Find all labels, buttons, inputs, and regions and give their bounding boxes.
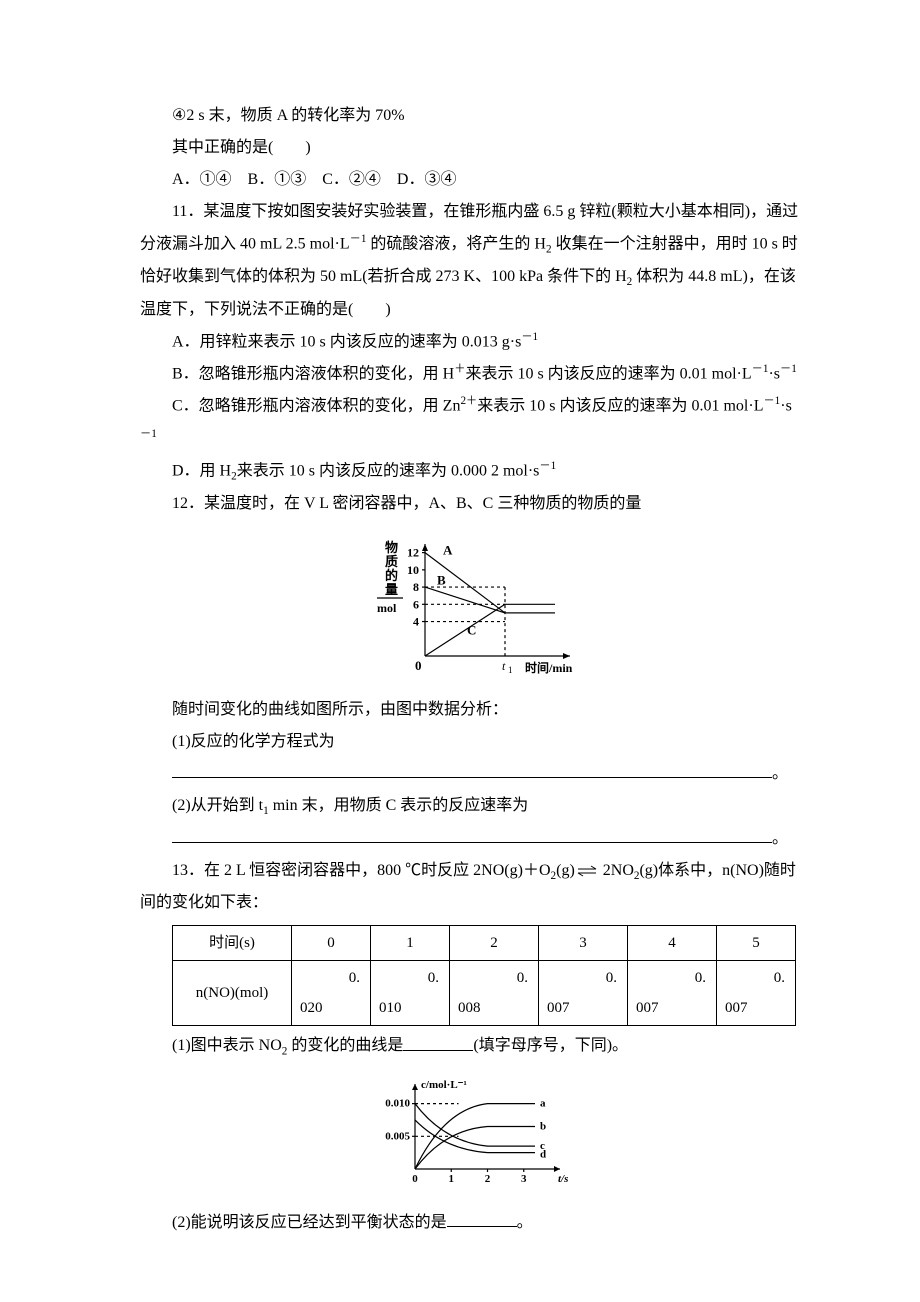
q13-2-pre: (2)能说明该反应已经达到平衡状态的是 (172, 1214, 447, 1231)
sup-2plus: 2＋ (460, 395, 477, 407)
svg-text:1: 1 (449, 1173, 455, 1185)
optB-pre: B．忽略锥形瓶内溶液体积的变化，用 H (172, 365, 454, 382)
svg-text:0.005: 0.005 (385, 1130, 410, 1142)
svg-text:0: 0 (412, 1173, 418, 1185)
blank-long-1[interactable] (172, 758, 772, 778)
q13-2: (2)能说明该反应已经达到平衡状态的是 。 (140, 1207, 800, 1239)
svg-text:mol: mol (377, 601, 397, 615)
q13-1: (1)图中表示 NO2 的变化的曲线是(填字母序号，下同)。 (140, 1030, 800, 1063)
optB-end: ·s (768, 365, 780, 382)
blank-short-1[interactable] (403, 1030, 473, 1050)
q13-pre: 13．在 2 L 恒容密闭容器中，800 ℃时反应 2NO(g)＋O (172, 862, 551, 879)
sup-neg1-1: －1 (350, 233, 367, 245)
period3: 。 (517, 1214, 533, 1231)
svg-text:t/s: t/s (558, 1173, 568, 1185)
svg-text:10: 10 (407, 563, 419, 577)
chart1: 4 6 8 10 12 AB C 0 t1 时间/min 物质的量 mol (355, 526, 585, 676)
optB-mid: 来表示 10 s 内该反应的速率为 0.01 mol·L (465, 365, 751, 382)
page: ④2 s 末，物质 A 的转化率为 70% 其中正确的是( ) A．①④ B．①… (0, 0, 920, 1302)
optC-mid: 来表示 10 s 内该反应的速率为 0.01 mol·L (477, 398, 763, 415)
svg-text:4: 4 (413, 614, 419, 628)
stem-correct: 其中正确的是( ) (140, 132, 800, 164)
q12: 12．某温度时，在 V L 密闭容器中，A、B、C 三种物质的物质的量 (140, 488, 800, 520)
svg-text:a: a (540, 1098, 546, 1110)
q13-1-pre: (1)图中表示 NO (172, 1038, 282, 1055)
optD-mid: 来表示 10 s 内该反应的速率为 0.000 2 mol·s (237, 462, 540, 479)
options-abcd: A．①④ B．①③ C．②④ D．③④ (140, 164, 800, 196)
svg-text:C: C (467, 622, 476, 637)
chart2: 0.0050.0100123c/mol·L⁻¹t/sabcd (355, 1069, 585, 1189)
svg-text:6: 6 (413, 597, 419, 611)
q12-1-blank: 。 (140, 758, 800, 790)
q12-2: (2)从开始到 t1 min 末，用物质 C 表示的反应速率为 (140, 790, 800, 823)
svg-text:8: 8 (413, 580, 419, 594)
svg-text:c/mol·L⁻¹: c/mol·L⁻¹ (421, 1079, 467, 1091)
q13-1-tail: (填字母序号，下同)。 (473, 1038, 628, 1055)
q12-2-blank: 。 (140, 823, 800, 855)
svg-text:2: 2 (485, 1173, 491, 1185)
svg-text:1: 1 (508, 665, 513, 675)
q11-mid: 的硫酸溶液，将产生的 H (366, 235, 546, 252)
data-table: 时间(s)012345n(NO)(mol)0.0200.0100.0080.00… (172, 925, 796, 1026)
sup-neg1-2: －1 (521, 331, 538, 343)
optD-pre: D．用 H (172, 462, 231, 479)
q11-optD: D．用 H2来表示 10 s 内该反应的速率为 0.000 2 mol·s－1 (140, 455, 800, 488)
q11: 11．某温度下按如图安装好实验装置，在锥形瓶内盛 6.5 g 锌粒(颗粒大小基本… (140, 196, 800, 326)
svg-text:12: 12 (407, 545, 419, 559)
blank-long-2[interactable] (172, 823, 772, 843)
svg-text:物: 物 (385, 540, 398, 555)
q11-optC: C．忽略锥形瓶内溶液体积的变化，用 Zn2＋来表示 10 s 内该反应的速率为 … (140, 390, 800, 455)
sup-neg1-4: －1 (780, 363, 797, 375)
optA-pre: A．用锌粒来表示 10 s 内该反应的速率为 0.013 g·s (172, 333, 521, 350)
q13: 13．在 2 L 恒容密闭容器中，800 ℃时反应 2NO(g)＋O2(g)2N… (140, 855, 800, 920)
svg-text:时间/min: 时间/min (525, 660, 573, 675)
svg-text:t: t (502, 659, 506, 673)
q12b: 随时间变化的曲线如图所示，由图中数据分析： (140, 694, 800, 726)
period1: 。 (772, 765, 788, 782)
optC-pre: C．忽略锥形瓶内溶液体积的变化，用 Zn (172, 398, 460, 415)
svg-text:质: 质 (385, 554, 398, 569)
q12-2-post: min 末，用物质 C 表示的反应速率为 (269, 797, 529, 814)
q13-1-post: 的变化的曲线是 (287, 1038, 403, 1055)
svg-text:A: A (443, 542, 453, 557)
sup-neg1-6: －1 (140, 428, 157, 440)
sup-neg1-7: －1 (539, 460, 556, 472)
svg-text:d: d (540, 1149, 546, 1161)
q11-optA: A．用锌粒来表示 10 s 内该反应的速率为 0.013 g·s－1 (140, 326, 800, 358)
svg-text:0.010: 0.010 (385, 1098, 410, 1110)
period2: 。 (772, 830, 788, 847)
q12-2-pre: (2)从开始到 t (172, 797, 263, 814)
sup-neg1-3: －1 (752, 363, 769, 375)
svg-text:0: 0 (415, 658, 422, 673)
q13-after: 2NO (603, 862, 634, 879)
svg-text:B: B (437, 572, 446, 587)
svg-text:的: 的 (385, 568, 398, 583)
equilibrium-arrow-icon (575, 864, 603, 878)
q11-optB: B．忽略锥形瓶内溶液体积的变化，用 H＋来表示 10 s 内该反应的速率为 0.… (140, 358, 800, 390)
svg-text:3: 3 (521, 1173, 527, 1185)
blank-short-2[interactable] (447, 1207, 517, 1227)
svg-text:量: 量 (385, 582, 398, 597)
q13-mid: (g) (556, 862, 575, 879)
sup-plus-1: ＋ (454, 363, 465, 375)
sup-neg1-5: －1 (763, 395, 780, 407)
chart2-wrap: 0.0050.0100123c/mol·L⁻¹t/sabcd (140, 1069, 800, 1201)
chart1-wrap: 4 6 8 10 12 AB C 0 t1 时间/min 物质的量 mol (140, 526, 800, 688)
svg-text:b: b (540, 1121, 546, 1133)
q12-1: (1)反应的化学方程式为 (140, 726, 800, 758)
choice-4: ④2 s 末，物质 A 的转化率为 70% (140, 100, 800, 132)
optC-end: ·s (780, 398, 792, 415)
